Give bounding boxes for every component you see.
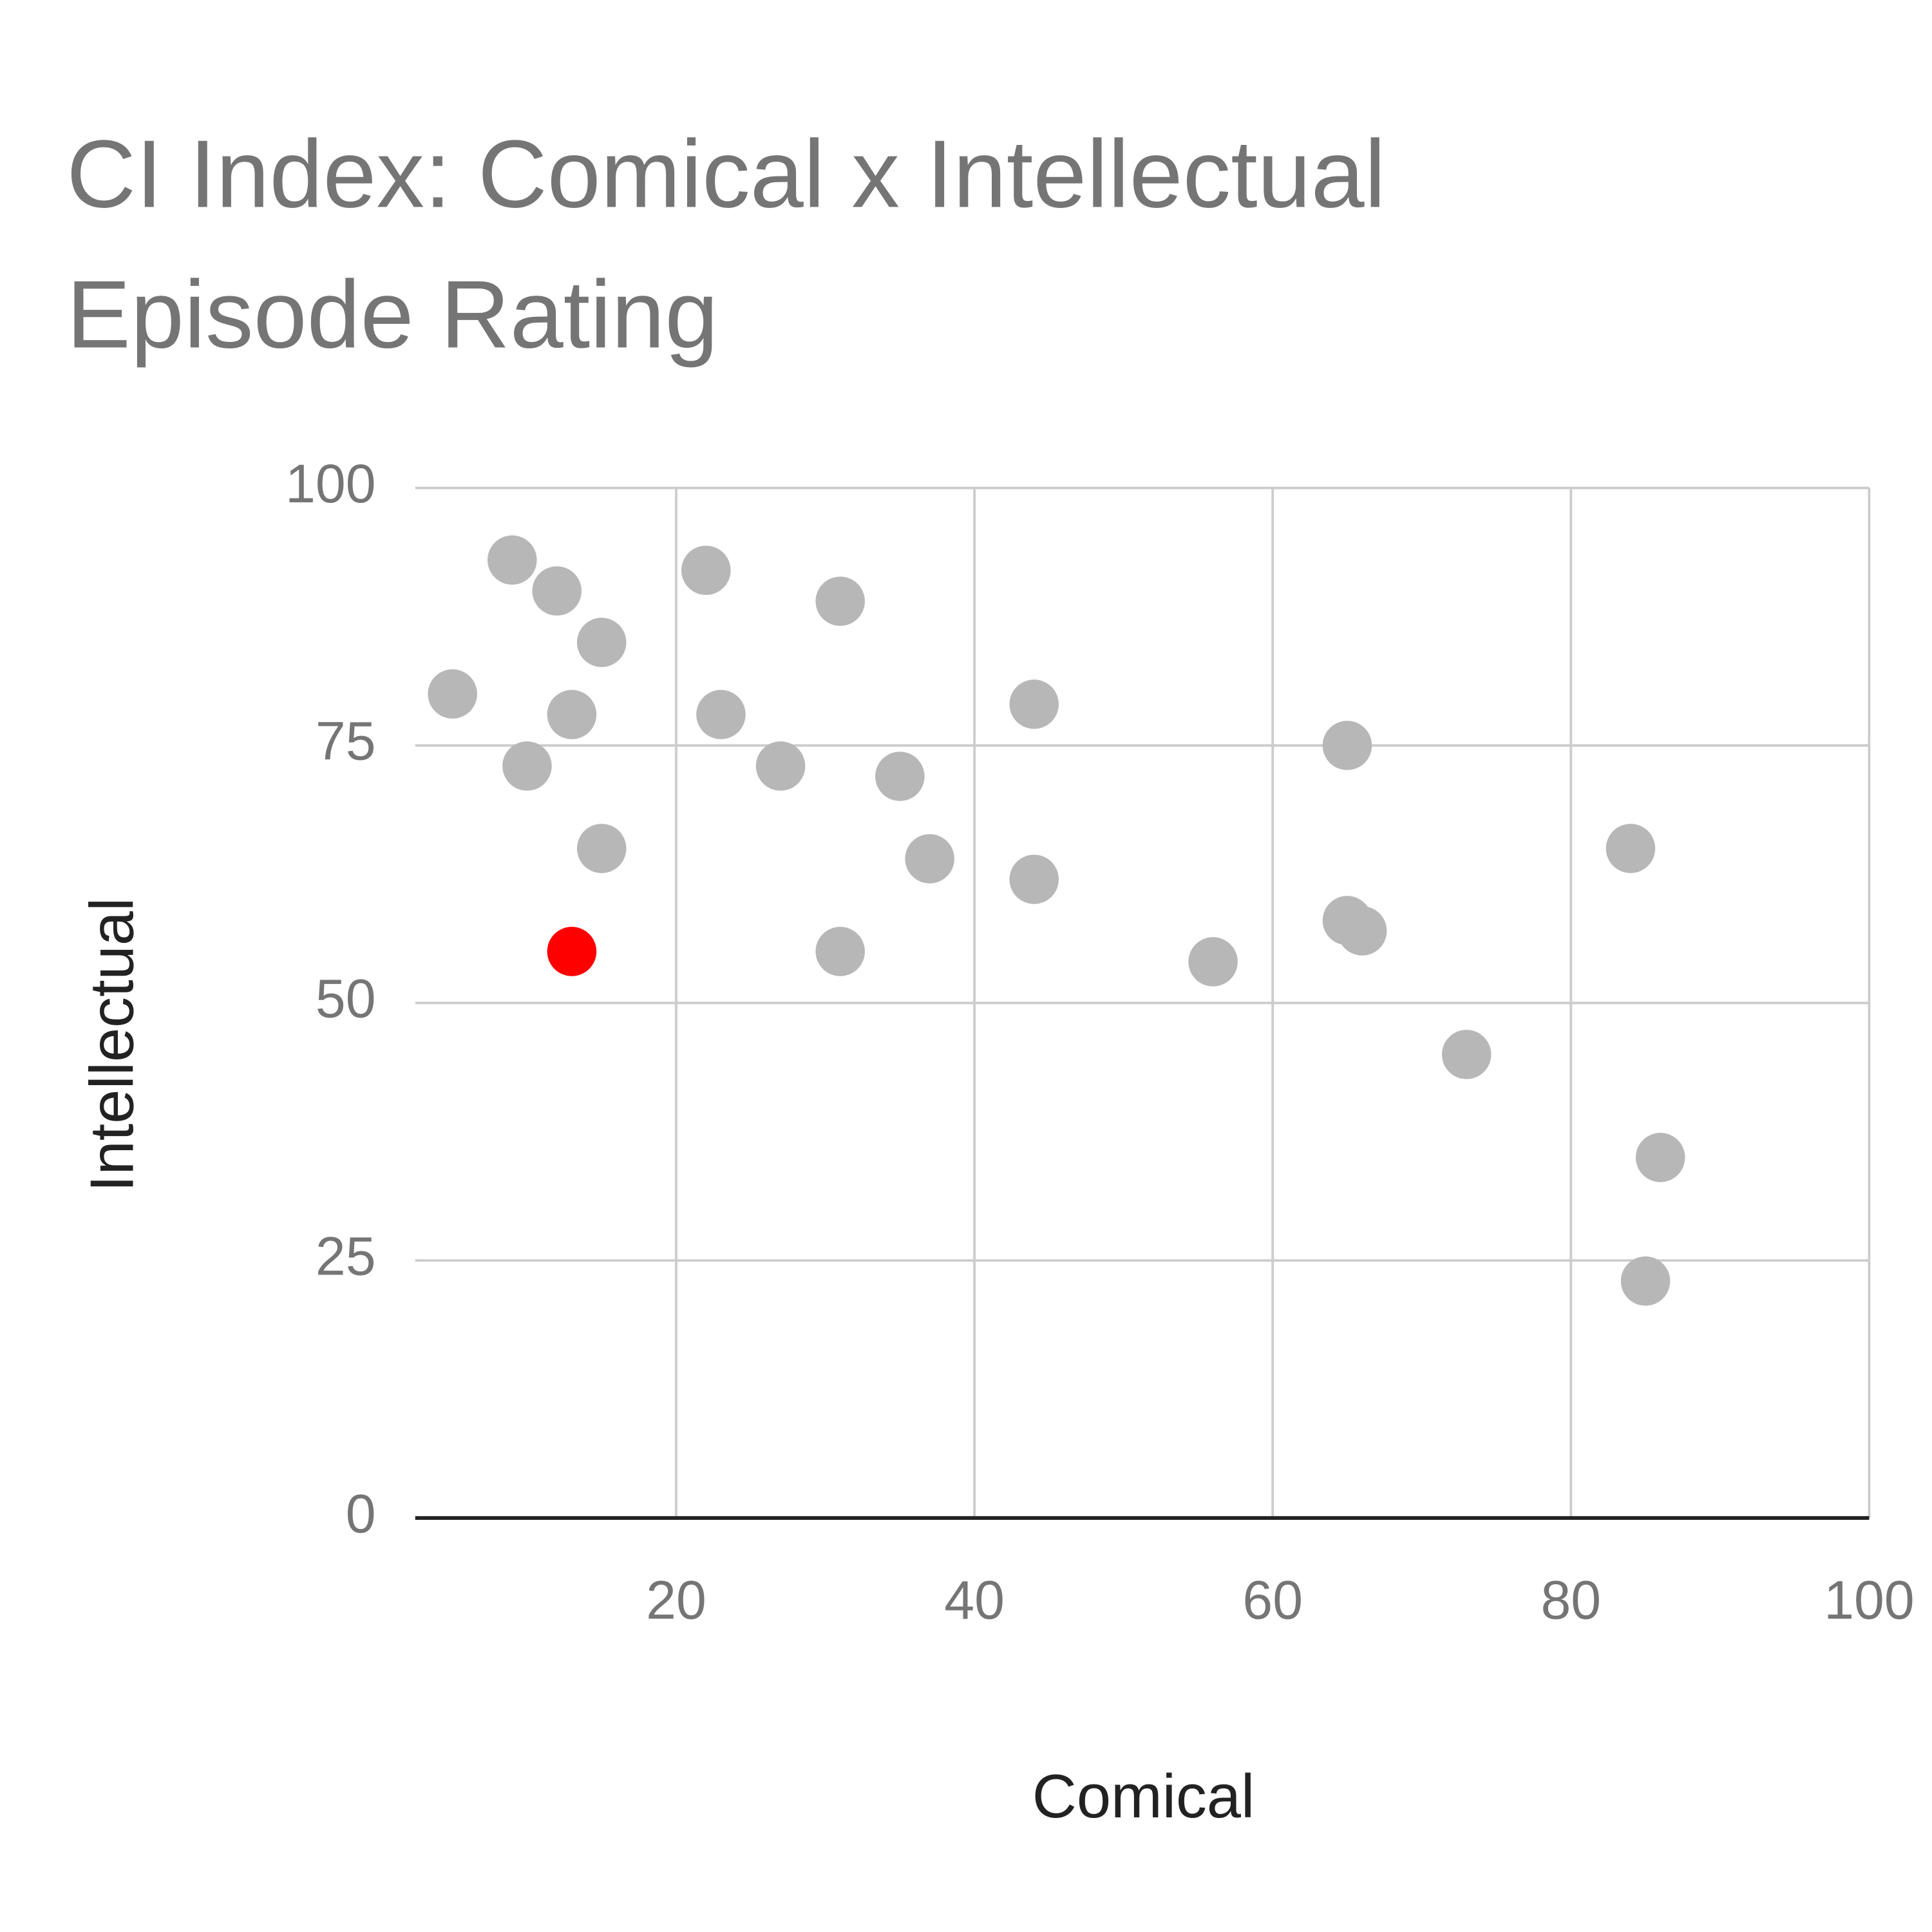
point — [1337, 906, 1387, 956]
point — [576, 618, 627, 667]
point — [815, 927, 865, 976]
y-tick-label: 0 — [346, 1483, 376, 1544]
point — [488, 535, 537, 585]
x-tick-label: 40 — [944, 1569, 1005, 1630]
point — [1009, 855, 1059, 904]
point — [681, 545, 731, 595]
point — [1441, 1030, 1492, 1079]
chart-title: CI Index: Comical x Intellectual — [66, 120, 1385, 227]
x-axis-title: Comical — [1032, 1762, 1255, 1831]
point — [1322, 721, 1372, 770]
point — [428, 669, 477, 719]
x-tick-label: 100 — [1824, 1569, 1914, 1630]
point — [532, 566, 582, 616]
x-tick-label: 20 — [646, 1569, 706, 1630]
point — [547, 927, 597, 976]
point — [1620, 1256, 1671, 1306]
y-tick-label: 75 — [316, 711, 376, 772]
point — [875, 752, 925, 801]
point — [696, 690, 746, 739]
y-tick-label: 100 — [285, 453, 375, 514]
point — [576, 824, 627, 873]
y-tick-label: 25 — [316, 1226, 376, 1287]
point — [502, 741, 552, 791]
point — [547, 690, 597, 739]
point — [1605, 824, 1656, 873]
point — [755, 741, 806, 791]
y-axis-title: Intellectual — [78, 898, 147, 1192]
point — [1188, 937, 1238, 987]
point — [1635, 1133, 1685, 1182]
x-tick-label: 60 — [1242, 1569, 1303, 1630]
y-tick-label: 50 — [316, 969, 376, 1029]
point — [815, 576, 865, 626]
x-tick-label: 80 — [1541, 1569, 1602, 1630]
point — [905, 834, 954, 884]
point — [1009, 679, 1059, 729]
chart-title: Episode Rating — [66, 261, 718, 368]
